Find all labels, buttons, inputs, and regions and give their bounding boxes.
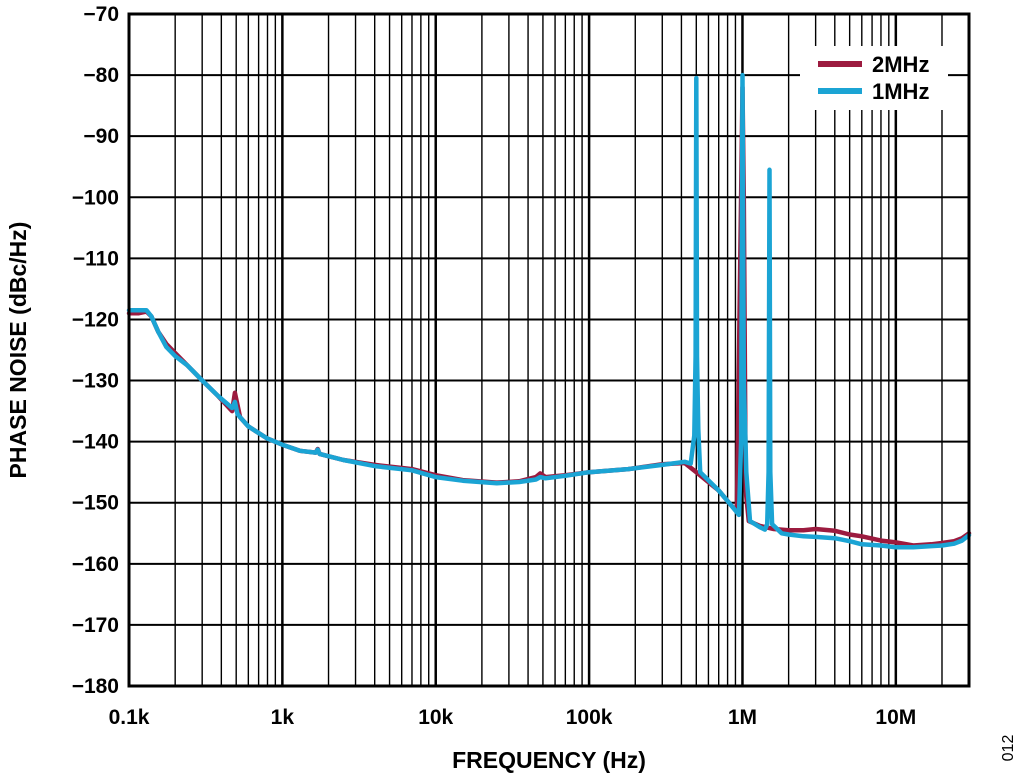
x-tick-label: 0.1k (109, 706, 150, 729)
y-tick-label: −170 (72, 614, 119, 637)
y-tick-labels: −70 −80 −90 −100 −110 −120 −130 −140 −150 −160 −17… (72, 3, 119, 698)
legend: 2MHz 1MHz (800, 46, 948, 110)
y-tick-label: −160 (72, 553, 119, 576)
x-tick-label: 100k (566, 706, 613, 729)
y-tick-label: −140 (72, 431, 119, 454)
legend-box (800, 46, 948, 110)
series-line-1mhz (126, 72, 972, 550)
y-tick-label: −80 (83, 64, 119, 87)
y-tick-label: −130 (72, 370, 119, 393)
y-tick-label: −100 (72, 186, 119, 209)
series-lines (126, 72, 972, 550)
y-tick-label: −70 (83, 3, 119, 26)
plot-frame (127, 12, 971, 688)
y-tick-label: −110 (73, 247, 119, 270)
y-tick-label: −180 (72, 675, 119, 698)
legend-label-1mhz: 1MHz (872, 79, 929, 104)
legend-label-2mhz: 2MHz (872, 52, 929, 77)
y-tick-label: −90 (83, 125, 119, 148)
x-tick-label: 10M (875, 706, 916, 729)
y-tick-label: −120 (72, 308, 119, 331)
x-axis-title: FREQUENCY (Hz) (452, 747, 646, 773)
x-tick-labels: 0.1k 1k 10k 100k 1M 10M (109, 706, 917, 729)
y-axis-title: PHASE NOISE (dBc/Hz) (5, 222, 31, 479)
x-tick-label: 1k (271, 706, 295, 729)
x-tick-label: 1M (728, 706, 757, 729)
x-tick-label: 10k (418, 706, 453, 729)
figure-id: 012 (1000, 735, 1017, 762)
y-tick-label: −150 (72, 492, 119, 515)
